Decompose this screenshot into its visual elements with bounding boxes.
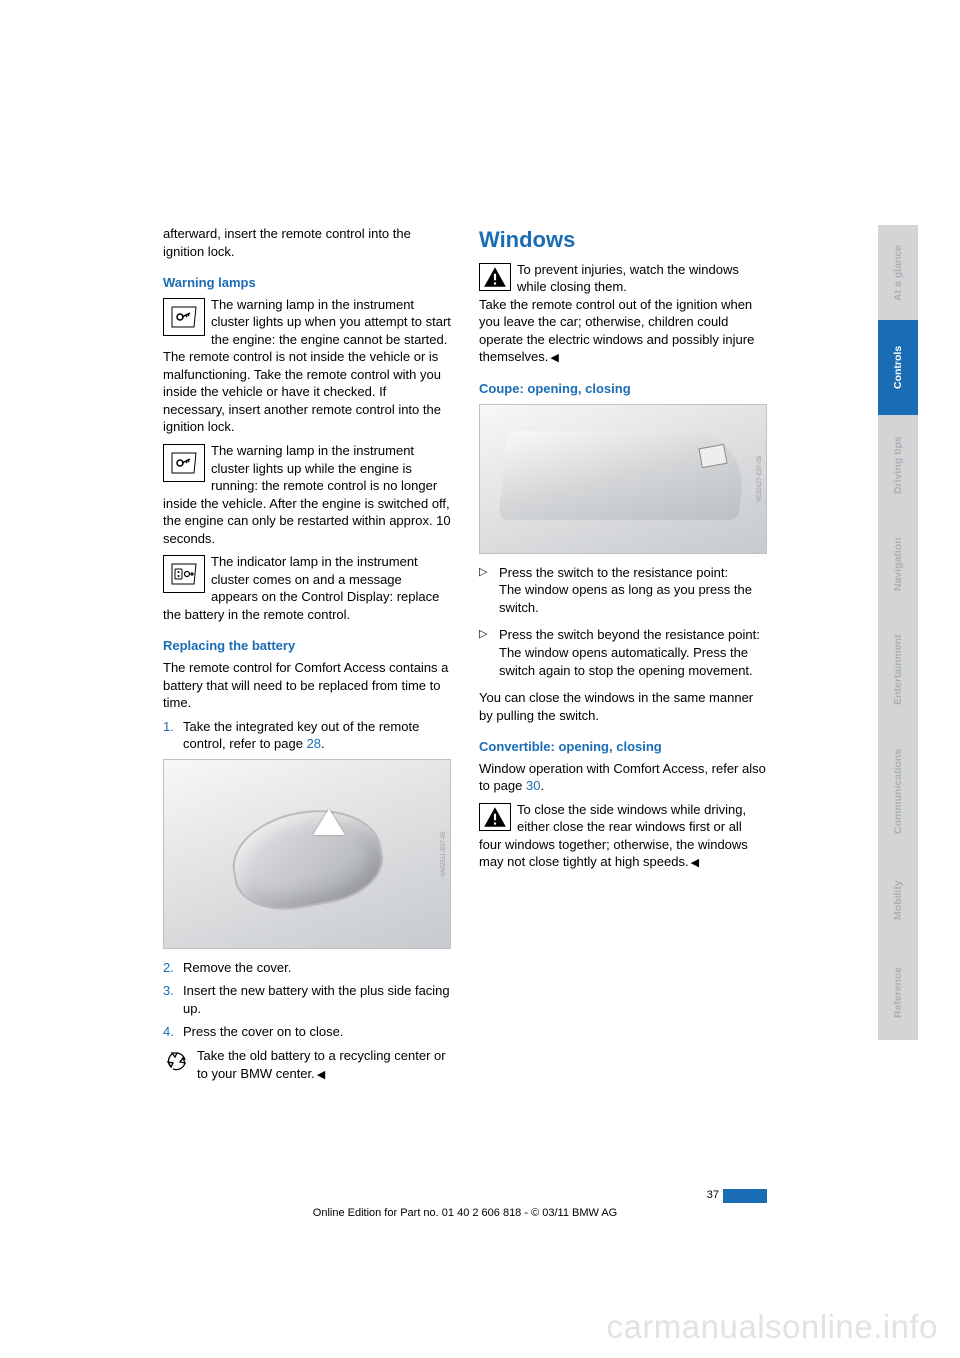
tab-at-a-glance[interactable]: At a glance [878, 225, 918, 320]
step-1-text: Take the integrated key out of the remot… [183, 719, 419, 752]
caution-icon [479, 803, 511, 831]
heading-warning-lamps: Warning lamps [163, 274, 451, 292]
tab-mobility[interactable]: Mobility [878, 855, 918, 945]
tab-controls[interactable]: Controls [878, 320, 918, 415]
coupe-closing-text: You can close the windows in the same ma… [479, 689, 767, 724]
illus-code: VA02511-E07-05 [440, 831, 448, 876]
recycle-note: Take the old battery to a recycling cent… [163, 1047, 451, 1082]
coupe-item-2b: The window opens automatically. Press th… [499, 645, 753, 678]
warning-text-2: The warning lamp in the instrument clust… [163, 443, 451, 546]
heading-windows: Windows [479, 225, 767, 255]
warning-block-2: The warning lamp in the instrument clust… [163, 442, 451, 547]
recycle-icon [163, 1047, 191, 1075]
coupe-item-1a: Press the switch to the resistance point… [499, 565, 728, 580]
coupe-item-2: Press the switch beyond the resistance p… [479, 626, 767, 679]
coupe-item-1b: The window opens as long as you press th… [499, 582, 752, 615]
heading-replacing-battery: Replacing the battery [163, 637, 451, 655]
battery-intro: The remote control for Comfort Access co… [163, 659, 451, 712]
illus-code: VE20127-E07-05 [756, 456, 764, 502]
watermark: carmanualsonline.info [606, 1308, 938, 1346]
conv-ref-a: Window operation with Comfort Access, re… [479, 761, 766, 794]
battery-steps: 1. Take the integrated key out of the re… [163, 718, 451, 753]
coupe-list: Press the switch to the resistance point… [479, 564, 767, 679]
convertible-warning-text: To close the side windows while driving,… [479, 802, 748, 870]
conv-ref-b: . [540, 778, 544, 793]
heading-coupe: Coupe: opening, closing [479, 380, 767, 398]
page-link-28[interactable]: 28 [307, 736, 321, 751]
caution-icon [479, 263, 511, 291]
battery-steps-cont: 2.Remove the cover. 3.Insert the new bat… [163, 959, 451, 1041]
step-1: 1. Take the integrated key out of the re… [163, 718, 451, 753]
step-4: 4.Press the cover on to close. [163, 1023, 451, 1041]
step-4-text: Press the cover on to close. [183, 1024, 343, 1039]
step-1-tail: . [321, 736, 325, 751]
tab-entertainment[interactable]: Entertainment [878, 613, 918, 727]
convertible-warning: To close the side windows while driving,… [479, 801, 767, 871]
right-column: Windows To prevent injuries, watch the w… [479, 225, 767, 1082]
step-3-text: Insert the new battery with the plus sid… [183, 983, 450, 1016]
convertible-ref: Window operation with Comfort Access, re… [479, 760, 767, 795]
windows-warning-text: To prevent injuries, watch the windows w… [517, 262, 739, 295]
footer-line: Online Edition for Part no. 01 40 2 606 … [163, 1207, 767, 1219]
key-battery-icon [163, 555, 205, 593]
warning-block-1: The warning lamp in the instrument clust… [163, 296, 451, 436]
key-warning-icon [163, 298, 205, 336]
key-warning-icon [163, 444, 205, 482]
warning-text-1: The warning lamp in the instrument clust… [163, 297, 451, 435]
footer: 37 Online Edition for Part no. 01 40 2 6… [163, 1189, 767, 1219]
warning-block-3: The indicator lamp in the instrument clu… [163, 553, 451, 623]
recycle-text: Take the old battery to a recycling cent… [197, 1048, 446, 1081]
coupe-item-2a: Press the switch beyond the resistance p… [499, 627, 760, 642]
intro-text: afterward, insert the remote control int… [163, 225, 451, 260]
heading-convertible: Convertible: opening, closing [479, 738, 767, 756]
page-link-30[interactable]: 30 [526, 778, 540, 793]
coupe-item-1: Press the switch to the resistance point… [479, 564, 767, 617]
tab-navigation[interactable]: Navigation [878, 515, 918, 613]
tab-reference[interactable]: Reference [878, 945, 918, 1040]
page-number: 37 [707, 1189, 719, 1201]
windows-warning: To prevent injuries, watch the windows w… [479, 261, 767, 296]
step-2: 2.Remove the cover. [163, 959, 451, 977]
left-column: afterward, insert the remote control int… [163, 225, 451, 1082]
windows-warning-para: Take the remote control out of the ignit… [479, 296, 767, 366]
illustration-coupe-window: VE20127-E07-05 [479, 404, 767, 554]
section-tabs: At a glance Controls Driving tips Naviga… [878, 225, 918, 1040]
step-2-text: Remove the cover. [183, 960, 291, 975]
illustration-remote-battery: VA02511-E07-05 [163, 759, 451, 949]
tab-driving-tips[interactable]: Driving tips [878, 415, 918, 515]
tab-communications[interactable]: Communications [878, 727, 918, 855]
step-3: 3.Insert the new battery with the plus s… [163, 982, 451, 1017]
